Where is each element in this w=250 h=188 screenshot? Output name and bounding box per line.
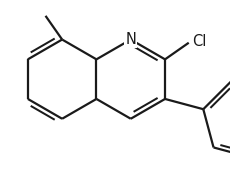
Text: N: N	[125, 32, 136, 47]
Text: Cl: Cl	[192, 34, 206, 49]
